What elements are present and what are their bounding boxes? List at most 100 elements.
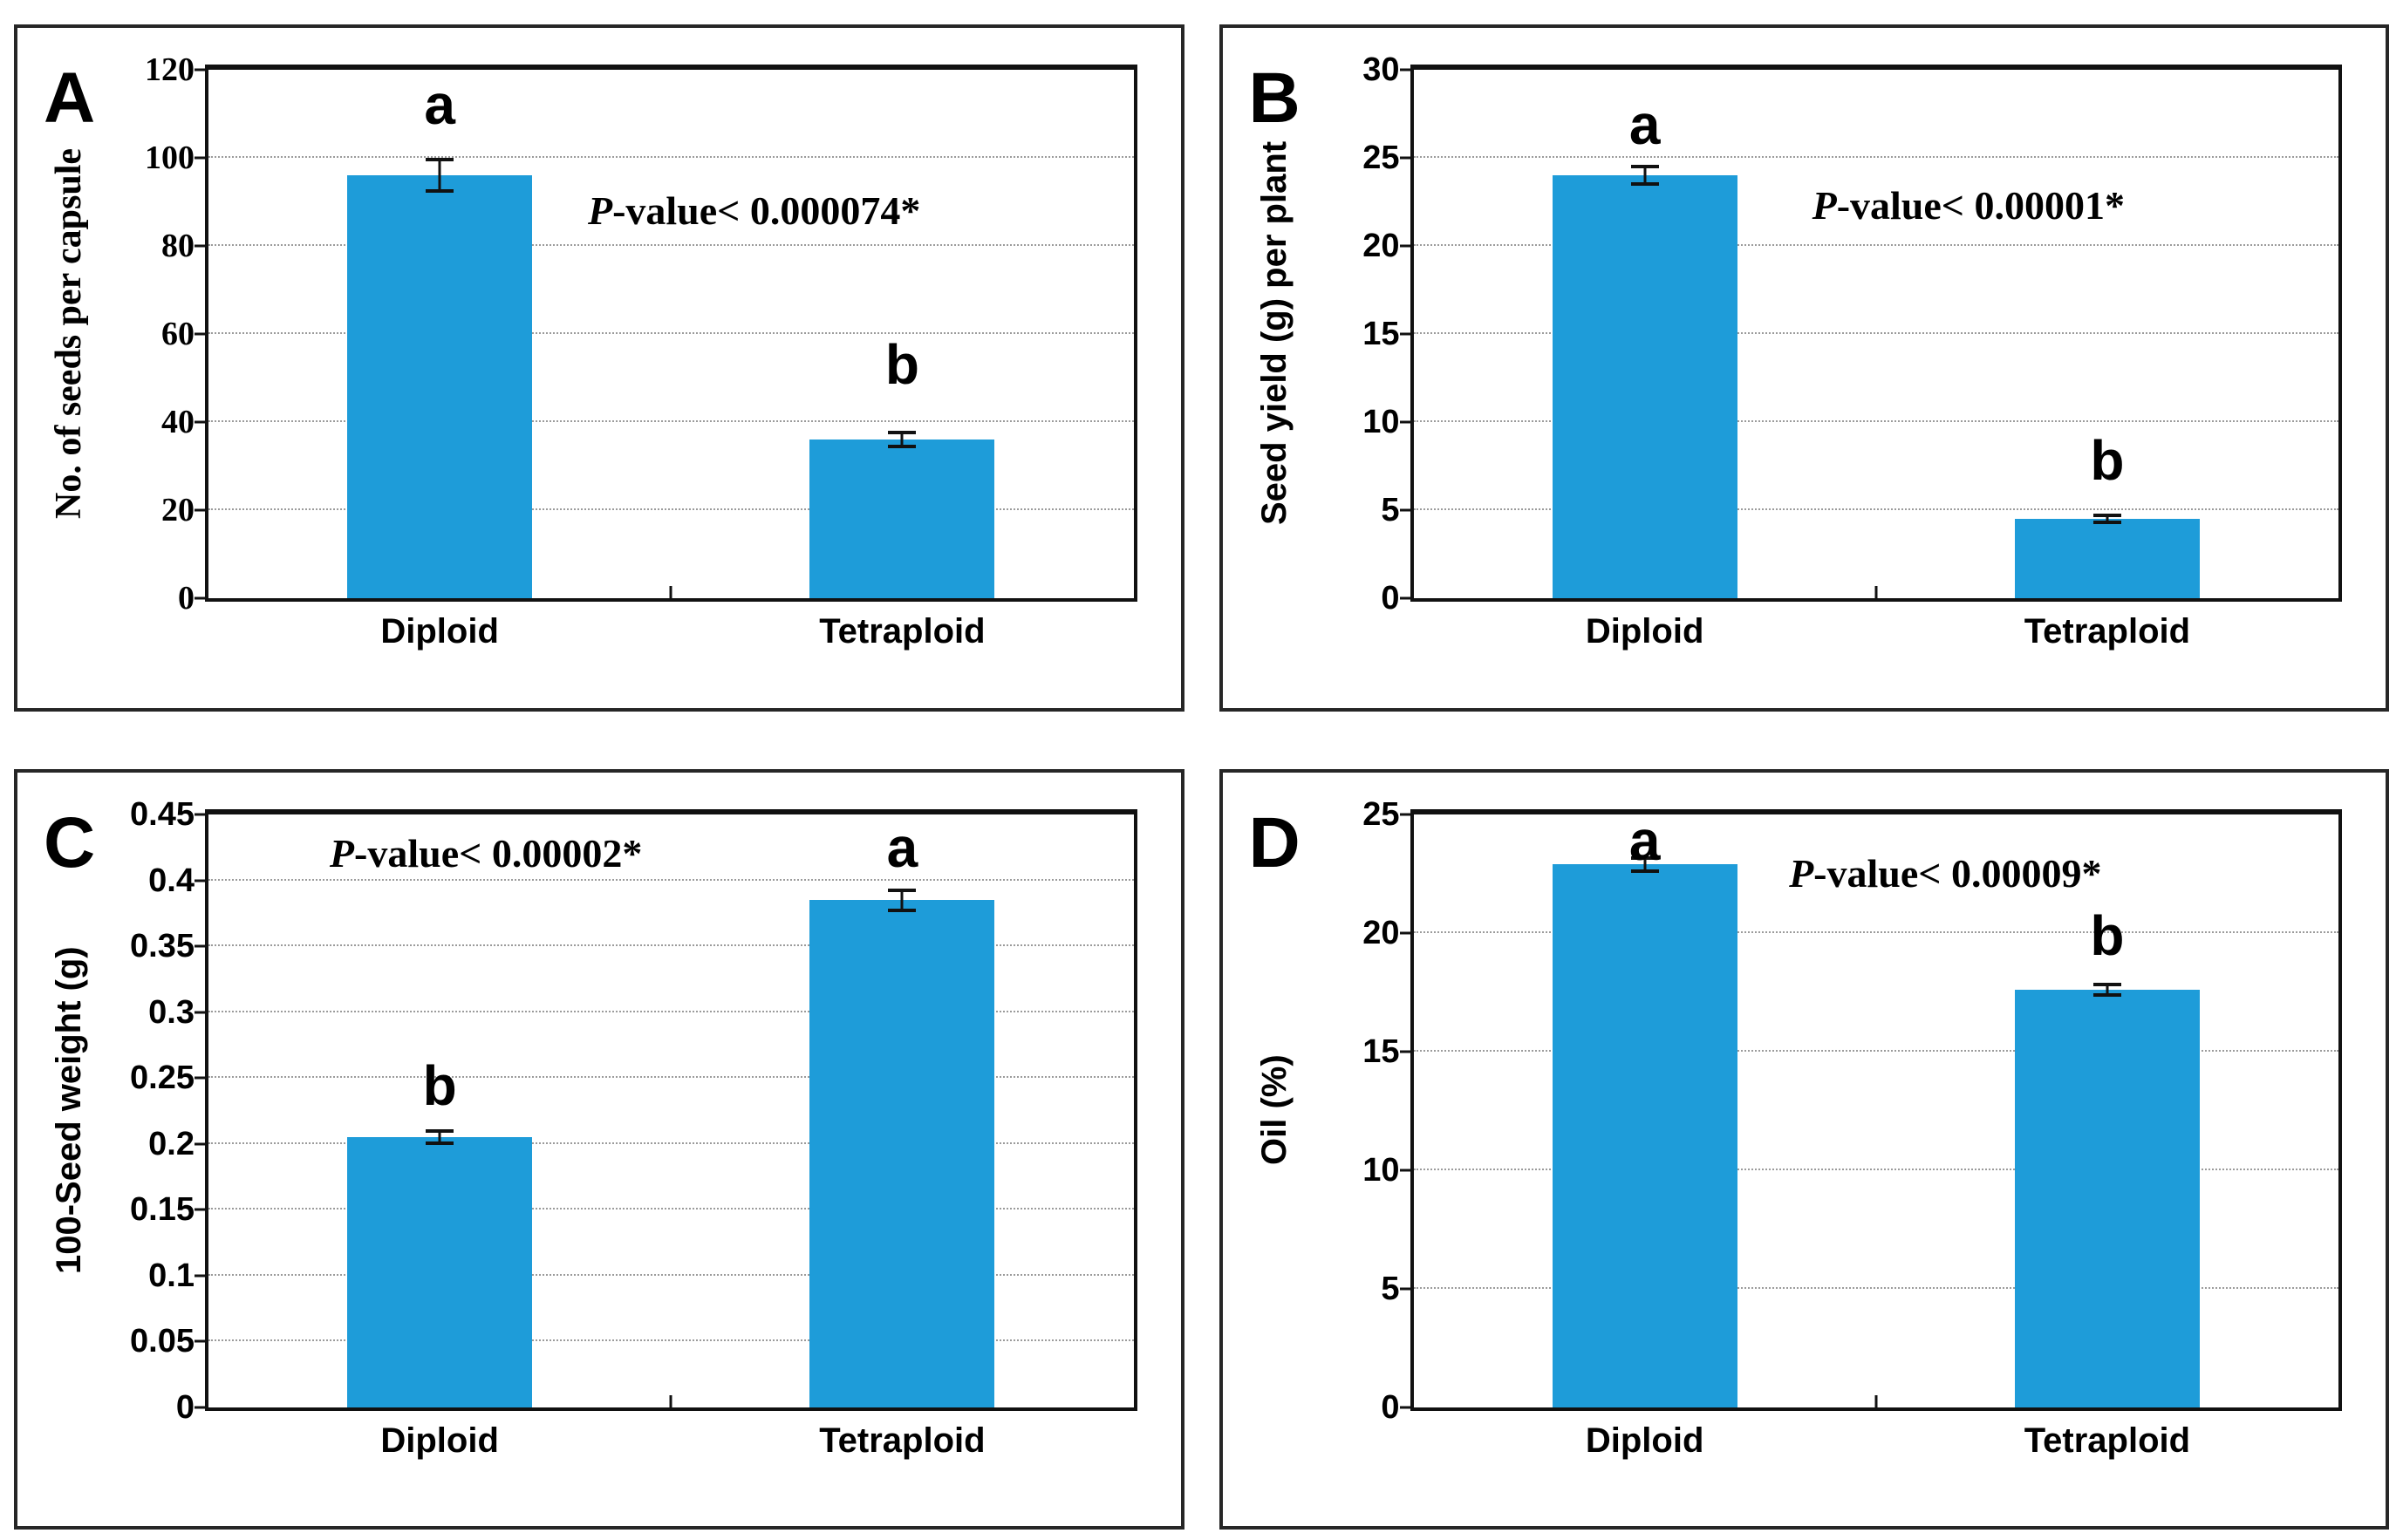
gridline [1413,1050,2338,1052]
plot-area: 0 20 40 60 80 100 120 a Diploid b Tetraploid P-valu… [145,53,1137,649]
x-category-label: Tetraploid [819,612,986,651]
y-tick-label: 0 [178,580,195,617]
y-tick-mark [195,813,208,816]
gridline [208,1076,1134,1079]
gridline [208,1208,1134,1210]
significance-letter: b [2090,429,2125,493]
y-axis-title: Oil (%) [1254,1054,1294,1166]
error-bar-cap [426,189,454,194]
y-tick-mark [195,1076,208,1080]
gridline [208,878,1134,881]
error-bar-cap [1630,165,1659,169]
y-tick-mark [1399,931,1414,935]
error-bar-line [1643,855,1647,873]
y-axis-title: No. of seeds per capsule [48,147,89,519]
y-tick-label: 20 [161,492,195,528]
p-value-text: -value< 0.00009* [1813,851,2102,896]
error-bar [426,158,454,194]
bar-tetraploid [2014,519,2200,598]
x-category-label: Diploid [380,612,499,651]
y-tick-label: 15 [1362,316,1400,352]
gridline [1413,244,2338,246]
gridline [1413,156,2338,158]
p-value-italic-prefix: P [329,831,355,876]
gridline [208,244,1134,246]
p-value-italic-prefix: P [1812,182,1837,228]
error-bar-line [2106,983,2109,998]
error-bar-line [1643,165,1647,187]
p-value-text: -value< 0.00002* [354,831,643,876]
y-tick-mark [1399,156,1414,160]
bar-diploid [347,1137,533,1407]
error-bar-cap [1630,855,1659,860]
x-category-label: Tetraploid [2024,612,2191,651]
gridline [208,332,1134,334]
y-tick-mark [195,1339,208,1343]
x-category-label: Tetraploid [819,1421,986,1460]
y-tick-label: 120 [145,51,195,88]
gridline [208,508,1134,510]
gridline [1413,931,2338,933]
x-category-label: Diploid [1585,612,1704,651]
error-bar-line [900,888,904,912]
error-bar [888,888,917,912]
error-bar [426,1129,454,1146]
significance-letter: a [1628,808,1661,872]
error-bar-cap [426,158,454,162]
x-axis-mid-tick [669,586,672,598]
panel-d: D Oil (%) 0 5 10 15 20 25 a Diploid b Tetraploid P-v… [1219,769,2389,1530]
p-value-annotation: P-value< 0.00002* [330,834,642,874]
p-value-annotation: P-value< 0.000074* [587,187,920,233]
y-axis-title: Seed yield (g) per plant [1254,140,1294,526]
gridline [208,1339,1134,1342]
error-bar-line [2106,514,2109,525]
y-tick-label: 80 [161,228,195,264]
gridline [1413,332,2338,334]
y-tick-label: 5 [1381,1271,1400,1307]
x-axis-mid-tick [669,1395,672,1407]
p-value-italic-prefix: P [1789,851,1814,896]
y-tick-mark [1399,596,1414,600]
error-bar-cap [1630,869,1659,873]
gridline [1413,1169,2338,1170]
bar-tetraploid [809,440,995,598]
y-tick-mark [195,156,208,160]
y-tick-label: 60 [161,316,195,352]
error-bar-cap [2092,521,2121,525]
error-bar-cap [888,908,917,912]
panel-letter: D [1248,803,1300,882]
panel-letter: A [44,58,96,138]
y-tick-mark [1399,244,1414,248]
y-tick-mark [1399,68,1414,72]
plot-area: 0 5 10 15 20 25 30 a Diploid b Tetraploid P-value< … [1362,53,2342,649]
gridline [208,1273,1134,1276]
gridline [1413,420,2338,422]
p-value-annotation: P-value< 0.00009* [1789,854,2101,894]
significance-letter: a [1628,92,1661,156]
significance-letter: a [424,73,455,137]
y-tick-mark [195,944,208,948]
p-value-italic-prefix: P [587,187,613,233]
error-bar-cap [2092,514,2121,518]
panel-c: C 100-Seed weight (g) 0 0.05 0.1 0.15 0.2 0.25 0… [14,769,1184,1530]
error-bar-cap [426,1141,454,1146]
y-tick-label: 10 [1362,1152,1400,1189]
y-tick-label: 30 [1362,51,1400,88]
significance-letter: b [422,1054,457,1118]
bar-diploid [1552,864,1737,1407]
y-tick-label: 10 [1362,404,1400,440]
plot-area: 0 5 10 15 20 25 a Diploid b Tetraploid P-value< 0.… [1362,798,2342,1458]
y-tick-label: 0.2 [148,1125,195,1162]
p-value-annotation: P-value< 0.00001* [1812,182,2125,228]
gridline [208,1141,1134,1144]
y-axis-title: 100-Seed weight (g) [50,946,88,1274]
y-tick-label: 0.25 [130,1060,195,1097]
error-bar-cap [2092,993,2121,998]
bar-tetraploid [2014,990,2200,1407]
y-tick-label: 5 [1381,492,1400,528]
y-tick-label: 20 [1362,915,1400,951]
gridline [208,156,1134,158]
x-category-label: Tetraploid [2024,1421,2191,1460]
y-tick-label: 25 [1362,796,1400,833]
